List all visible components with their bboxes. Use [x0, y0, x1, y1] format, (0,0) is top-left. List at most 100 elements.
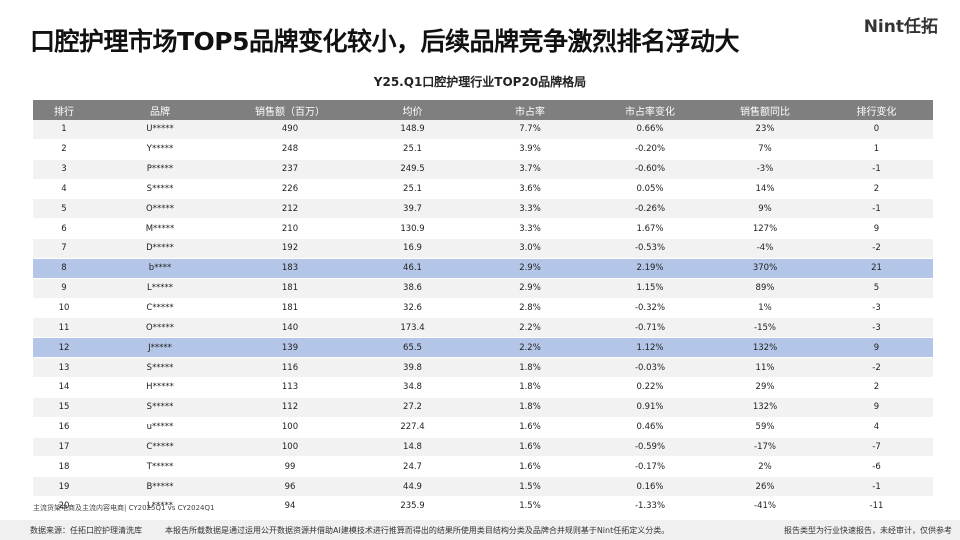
- table-cell: 16: [33, 417, 95, 438]
- table-cell: T*****: [95, 456, 225, 478]
- table-cell: 113: [225, 377, 355, 398]
- table-cell: 17: [33, 437, 95, 458]
- table-cell: 46.1: [355, 258, 470, 279]
- table-cell: 2.2%: [470, 337, 590, 359]
- table-cell: -4%: [710, 238, 820, 259]
- table-row: 1 U***** 490 148.9 7.7% 0.66% 23% 0: [33, 120, 933, 140]
- table-cell: 4: [33, 179, 95, 200]
- table-row: 13 S***** 116 39.8 1.8% -0.03% 11% -2: [33, 357, 933, 378]
- table-cell: 3.3%: [470, 218, 590, 240]
- table-cell: 132%: [710, 397, 820, 418]
- table-cell: 1.15%: [590, 278, 710, 299]
- table-cell: 18: [33, 456, 95, 478]
- table-cell: C*****: [95, 298, 225, 319]
- table-body: 1 U***** 490 148.9 7.7% 0.66% 23% 0 2 Y***** 248 25…: [33, 120, 933, 517]
- table-cell: -2: [820, 357, 933, 378]
- table-cell: 10: [33, 298, 95, 319]
- column-header: 市占率: [470, 100, 590, 120]
- table-cell: 25.1: [355, 179, 470, 200]
- table-cell: 13: [33, 357, 95, 378]
- table-cell: 89%: [710, 278, 820, 299]
- table-cell: 2.2%: [470, 317, 590, 339]
- table-cell: 20: [33, 496, 95, 517]
- table-cell: 19: [33, 476, 95, 498]
- table-row: 2 Y***** 248 25.1 3.9% -0.20% 7% 1: [33, 139, 933, 160]
- table-cell: 7.7%: [470, 120, 590, 140]
- table-cell: B*****: [95, 476, 225, 498]
- table-row: 17 C***** 100 14.8 1.6% -0.59% -17% -7: [33, 437, 933, 458]
- table-cell: J*****: [95, 337, 225, 359]
- table-cell: 3: [33, 159, 95, 180]
- table-cell: Y*****: [95, 139, 225, 160]
- table-cell: 9: [820, 337, 933, 359]
- table-cell: 116: [225, 357, 355, 378]
- table-cell: 16.9: [355, 238, 470, 259]
- table-cell: 27.2: [355, 397, 470, 418]
- table-cell: 490: [225, 120, 355, 140]
- table-cell: U*****: [95, 120, 225, 140]
- table-cell: 210: [225, 218, 355, 240]
- table-title: Y25.Q1口腔护理行业TOP20品牌格局: [373, 75, 587, 89]
- table-row: 16 u***** 100 227.4 1.6% 0.46% 59% 4: [33, 417, 933, 438]
- table-cell: 2.19%: [590, 258, 710, 279]
- table-cell: -3: [820, 317, 933, 339]
- table-cell: -0.59%: [590, 437, 710, 458]
- table-cell: 1%: [710, 298, 820, 319]
- table-cell: 100: [225, 437, 355, 458]
- table-cell: 26%: [710, 476, 820, 498]
- column-header: 销售额同比: [710, 100, 820, 120]
- table-cell: 3.3%: [470, 198, 590, 220]
- table-cell: -0.17%: [590, 456, 710, 478]
- table-cell: 0: [820, 120, 933, 140]
- table-cell: H*****: [95, 377, 225, 398]
- header-row: 排行 品牌 销售额（百万） 均价 市占率 市占率变化 销售额同比 排行变化: [33, 100, 933, 120]
- column-header: 排行: [33, 100, 95, 120]
- table-cell: 25.1: [355, 139, 470, 160]
- table-cell: -0.71%: [590, 317, 710, 339]
- table-row: 18 T***** 99 24.7 1.6% -0.17% 2% -6: [33, 456, 933, 478]
- table-row: 11 O***** 140 173.4 2.2% -0.71% -15% -3: [33, 317, 933, 339]
- table-cell: 9: [820, 218, 933, 240]
- table-cell: 14%: [710, 179, 820, 200]
- table-cell: 1: [820, 139, 933, 160]
- table-cell: 181: [225, 278, 355, 299]
- table-cell: -7: [820, 437, 933, 458]
- table-cell: 148.9: [355, 120, 470, 140]
- table-cell: 38.6: [355, 278, 470, 299]
- table-row: 15 S***** 112 27.2 1.8% 0.91% 132% 9: [33, 397, 933, 418]
- table-row: 14 H***** 113 34.8 1.8% 0.22% 29% 2: [33, 377, 933, 398]
- table-row: 5 O***** 212 39.7 3.3% -0.26% 9% -1: [33, 198, 933, 220]
- table-cell: 1.6%: [470, 417, 590, 438]
- table-cell: 227.4: [355, 417, 470, 438]
- table-cell: 39.8: [355, 357, 470, 378]
- table-cell: 1.6%: [470, 456, 590, 478]
- table-cell: 3.0%: [470, 238, 590, 259]
- table-cell: 3.7%: [470, 159, 590, 180]
- table-row: 12 J***** 139 65.5 2.2% 1.12% 132% 9: [33, 337, 933, 359]
- table-cell: 65.5: [355, 337, 470, 359]
- table-cell: 34.8: [355, 377, 470, 398]
- table-cell: 21: [820, 258, 933, 279]
- report-note: 报告类型为行业快速报告，未经审计，仅供参考: [784, 526, 952, 535]
- table-cell: 173.4: [355, 317, 470, 339]
- table-cell: 112: [225, 397, 355, 418]
- table-cell: -1: [820, 159, 933, 180]
- table-cell: 1.12%: [590, 337, 710, 359]
- table-cell: 127%: [710, 218, 820, 240]
- table-cell: -6: [820, 456, 933, 478]
- column-header: 品牌: [95, 100, 225, 120]
- table-cell: 2: [33, 139, 95, 160]
- table-cell: 23%: [710, 120, 820, 140]
- table-cell: 99: [225, 456, 355, 478]
- table-cell: 39.7: [355, 198, 470, 220]
- table-cell: 14.8: [355, 437, 470, 458]
- table-cell: -0.60%: [590, 159, 710, 180]
- table-row: 19 B***** 96 44.9 1.5% 0.16% 26% -1: [33, 476, 933, 498]
- table-cell: 248: [225, 139, 355, 160]
- column-header: 排行变化: [820, 100, 933, 120]
- table-cell: u*****: [95, 417, 225, 438]
- table-cell: 5: [820, 278, 933, 299]
- table-cell: 11%: [710, 357, 820, 378]
- table-cell: 100: [225, 417, 355, 438]
